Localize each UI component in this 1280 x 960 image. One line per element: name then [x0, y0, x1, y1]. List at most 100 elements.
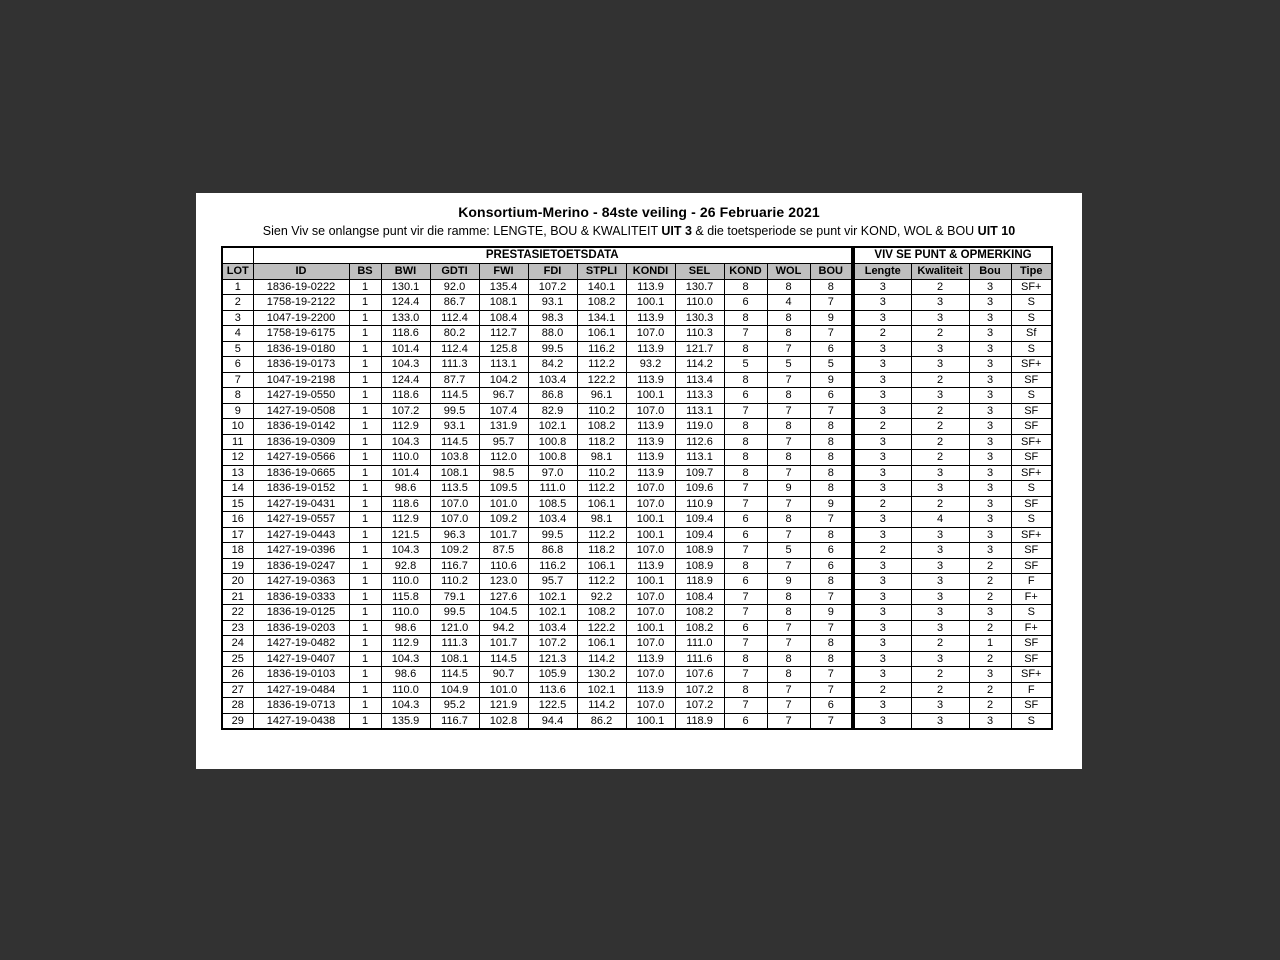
- cell-lengte: 3: [851, 480, 912, 497]
- cell-kwaliteit: 2: [910, 666, 970, 683]
- cell-wol: 7: [766, 433, 811, 450]
- cell-bwi: 98.6: [380, 480, 431, 497]
- cell-kondi: 100.1: [625, 387, 676, 404]
- cell-id: 1427-19-0407: [252, 650, 350, 667]
- cell-sel: 108.2: [674, 619, 725, 636]
- cell-id: 1758-19-2122: [252, 294, 350, 311]
- cell-bou: 7: [809, 511, 854, 528]
- cell-lengte: 3: [851, 526, 912, 543]
- cell-fwi: 101.7: [478, 635, 529, 652]
- cell-bwi: 110.0: [380, 604, 431, 621]
- cell-stpli: 130.2: [576, 666, 627, 683]
- cell-bs: 1: [348, 573, 382, 590]
- table-row: 16 1427-19-0557 1 112.9 107.0 109.2 103.4 98.1 1…: [221, 511, 1053, 528]
- cell-bou: 5: [809, 356, 854, 373]
- cell-sel: 113.3: [674, 387, 725, 404]
- cell-kond: 6: [723, 294, 768, 311]
- cell-bwi: 118.6: [380, 387, 431, 404]
- cell-bs: 1: [348, 697, 382, 714]
- cell-stpli: 108.2: [576, 294, 627, 311]
- cell-bwi: 104.3: [380, 542, 431, 559]
- cell-wol: 7: [766, 495, 811, 512]
- cell-stpli: 98.1: [576, 511, 627, 528]
- document-page: Konsortium-Merino - 84ste veiling - 26 F…: [196, 193, 1082, 769]
- cell-bwi: 104.3: [380, 650, 431, 667]
- cell-kondi: 113.9: [625, 278, 676, 295]
- cell-bou: 7: [809, 681, 854, 698]
- cell-kondi: 93.2: [625, 356, 676, 373]
- table-row: 7 1047-19-2198 1 124.4 87.7 104.2 103.4 122.2 11…: [221, 371, 1053, 388]
- cell-wol: 8: [766, 511, 811, 528]
- cell-bwi: 110.0: [380, 573, 431, 590]
- column-header-wol: WOL: [766, 262, 811, 280]
- cell-kond: 8: [723, 681, 768, 698]
- cell-kond: 7: [723, 495, 768, 512]
- cell-bou: 6: [809, 340, 854, 357]
- column-header-kondi: KONDI: [625, 262, 676, 280]
- cell-kwaliteit: 3: [910, 619, 970, 636]
- column-header-kond: KOND: [723, 262, 768, 280]
- cell-lengte: 3: [851, 278, 912, 295]
- cell-tipe: SF: [1010, 650, 1053, 667]
- cell-fwi: 98.5: [478, 464, 529, 481]
- cell-stpli: 96.1: [576, 387, 627, 404]
- cell-kwaliteit: 3: [910, 588, 970, 605]
- cell-wol: 7: [766, 635, 811, 652]
- cell-tipe: SF: [1010, 495, 1053, 512]
- cell-gdti: 93.1: [429, 418, 480, 435]
- cell-bs: 1: [348, 650, 382, 667]
- table-row: 17 1427-19-0443 1 121.5 96.3 101.7 99.5 112.2 10…: [221, 526, 1053, 543]
- cell-gdti: 107.0: [429, 495, 480, 512]
- cell-kwaliteit: 2: [910, 371, 970, 388]
- cell-sel: 121.7: [674, 340, 725, 357]
- cell-fwi: 110.6: [478, 557, 529, 574]
- cell-bou-viv: 2: [968, 650, 1012, 667]
- cell-wol: 8: [766, 418, 811, 435]
- cell-stpli: 112.2: [576, 480, 627, 497]
- cell-bou-viv: 2: [968, 557, 1012, 574]
- cell-sel: 118.9: [674, 573, 725, 590]
- cell-kond: 7: [723, 588, 768, 605]
- cell-stpli: 106.1: [576, 495, 627, 512]
- cell-kond: 8: [723, 449, 768, 466]
- cell-lot: 3: [221, 309, 254, 326]
- cell-tipe: F: [1010, 681, 1053, 698]
- table-row: 9 1427-19-0508 1 107.2 99.5 107.4 82.9 110.2 107…: [221, 402, 1053, 419]
- cell-kond: 8: [723, 309, 768, 326]
- cell-kwaliteit: 2: [910, 418, 970, 435]
- cell-fdi: 121.3: [527, 650, 578, 667]
- cell-kond: 8: [723, 433, 768, 450]
- cell-bwi: 124.4: [380, 294, 431, 311]
- cell-bou-viv: 3: [968, 480, 1012, 497]
- cell-sel: 114.2: [674, 356, 725, 373]
- cell-bs: 1: [348, 294, 382, 311]
- cell-kondi: 113.9: [625, 557, 676, 574]
- cell-lot: 9: [221, 402, 254, 419]
- cell-lengte: 3: [851, 511, 912, 528]
- column-header-bou: BOU: [809, 262, 854, 280]
- cell-bou-viv: 3: [968, 402, 1012, 419]
- cell-fdi: 97.0: [527, 464, 578, 481]
- cell-lengte: 3: [851, 309, 912, 326]
- cell-stpli: 106.1: [576, 635, 627, 652]
- cell-sel: 108.9: [674, 542, 725, 559]
- column-header-id: ID: [252, 262, 350, 280]
- cell-bwi: 124.4: [380, 371, 431, 388]
- cell-lot: 15: [221, 495, 254, 512]
- table-row: 5 1836-19-0180 1 101.4 112.4 125.8 99.5 116.2 11…: [221, 340, 1053, 357]
- cell-fwi: 112.0: [478, 449, 529, 466]
- cell-wol: 8: [766, 309, 811, 326]
- cell-lengte: 3: [851, 464, 912, 481]
- cell-lot: 25: [221, 650, 254, 667]
- cell-kwaliteit: 3: [910, 309, 970, 326]
- cell-fdi: 108.5: [527, 495, 578, 512]
- table-row: 28 1836-19-0713 1 104.3 95.2 121.9 122.5 114.2 1…: [221, 697, 1053, 714]
- cell-kond: 6: [723, 619, 768, 636]
- table-row: 21 1836-19-0333 1 115.8 79.1 127.6 102.1 92.2 10…: [221, 588, 1053, 605]
- cell-kondi: 107.0: [625, 588, 676, 605]
- cell-kwaliteit: 3: [910, 356, 970, 373]
- cell-gdti: 111.3: [429, 356, 480, 373]
- table-row: 8 1427-19-0550 1 118.6 114.5 96.7 86.8 96.1 100.…: [221, 387, 1053, 404]
- cell-sel: 130.3: [674, 309, 725, 326]
- cell-tipe: SF+: [1010, 278, 1053, 295]
